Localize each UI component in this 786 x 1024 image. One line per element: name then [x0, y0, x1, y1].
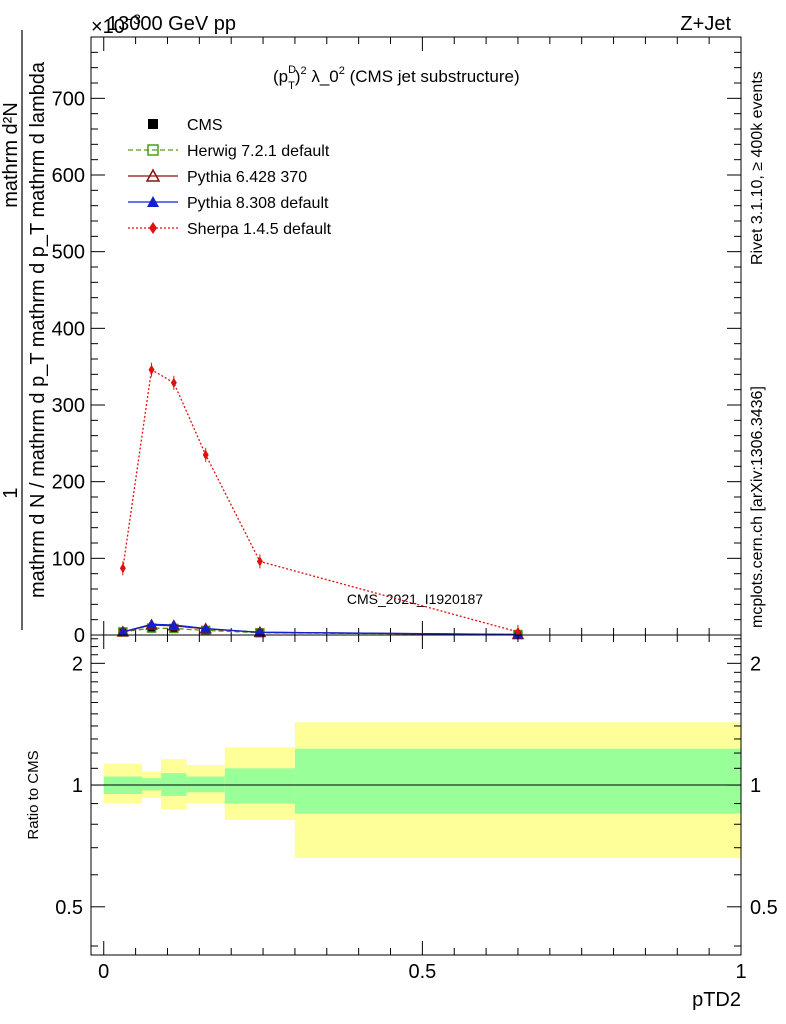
- data-point: [200, 623, 211, 633]
- data-point: [148, 119, 158, 129]
- ratio-xticks: 0 0.5 1: [98, 635, 747, 983]
- ratio-bands: [103, 722, 741, 859]
- legend-label: Pythia 6.428 370: [187, 169, 307, 186]
- exponent-label: ×10−3: [91, 11, 141, 38]
- data-point: [170, 377, 177, 388]
- data-point: [119, 563, 126, 574]
- ytick-label: 700: [52, 88, 85, 110]
- ratio-ylabel: Ratio to CMS: [25, 750, 42, 839]
- data-point: [149, 222, 157, 234]
- legend-item: Herwig 7.2.1 default: [128, 143, 330, 160]
- ratio-band-inner: [161, 773, 187, 796]
- ratio-band-inner: [294, 748, 741, 814]
- ytick-label: 0: [74, 625, 85, 647]
- data-point: [117, 626, 128, 636]
- legend-label: CMS: [187, 117, 223, 134]
- main-title: (pD T)2 λ_02 (CMS jet substructure): [273, 64, 520, 92]
- ytick-label: 200: [52, 472, 85, 494]
- ytick-label: 300: [52, 395, 85, 417]
- data-point: [145, 168, 161, 182]
- x-axis-label: pTD2: [692, 989, 741, 1011]
- title-sub-T: T: [288, 80, 295, 92]
- header-process: Z+Jet: [680, 13, 731, 35]
- ratio-ytick-label: 1: [72, 775, 83, 797]
- exponent-base: ×10: [91, 16, 125, 38]
- legend-item: Pythia 6.428 370: [128, 168, 307, 186]
- title-close: ): [295, 67, 301, 86]
- ytick-label: 600: [52, 165, 85, 187]
- ytick-label: 100: [52, 548, 85, 570]
- xtick-label: 1: [735, 961, 746, 983]
- analysis-watermark: CMS_2021_I1920187: [347, 591, 483, 607]
- legend-item: Sherpa 1.4.5 default: [128, 221, 332, 238]
- main-ylabel: 1 mathrm d²N mathrm d N / mathrm d p_T m…: [0, 30, 49, 630]
- ratio-band-inner: [224, 768, 295, 804]
- ratio-yticks: 0.5 0.5 1 1 2 2: [55, 638, 778, 947]
- ylabel-top: mathrm d²N: [0, 102, 22, 208]
- header-energy: 13000 GeV pp: [107, 13, 236, 35]
- title-sq1: 2: [300, 65, 306, 77]
- data-point: [147, 196, 159, 207]
- ratio-ytick-label-right: 0.5: [750, 897, 778, 919]
- series-pythia-8-308-default: [117, 619, 523, 639]
- ratio-band-inner: [141, 778, 162, 791]
- data-point: [256, 556, 263, 567]
- legend-label: Herwig 7.2.1 default: [187, 143, 330, 160]
- data-point: [202, 449, 209, 460]
- ratio-frame: [90, 634, 742, 956]
- mcplots-label: mcplots.cern.ch [arXiv:1306.3436]: [749, 386, 766, 628]
- legend-item: Pythia 8.308 default: [128, 195, 329, 212]
- data-point: [146, 619, 157, 629]
- ratio-ytick-label: 2: [72, 653, 83, 675]
- title-sup-D: D: [288, 64, 296, 76]
- legend-label: Pythia 8.308 default: [187, 195, 329, 212]
- data-point: [168, 620, 179, 630]
- data-point: [514, 626, 521, 637]
- legend-label: Sherpa 1.4.5 default: [187, 221, 332, 238]
- ytick-label: 400: [52, 318, 85, 340]
- title-sq2: 2: [339, 65, 345, 77]
- ratio-ytick-label-right: 1: [750, 775, 761, 797]
- rivet-label: Rivet 3.1.10, ≥ 400k events: [749, 71, 766, 265]
- data-point: [147, 144, 159, 156]
- series-line: [122, 623, 518, 636]
- ylabel-one: 1: [0, 487, 22, 498]
- ratio-band-inner: [186, 776, 225, 793]
- main-series: [116, 362, 525, 640]
- ylabel-bottom: mathrm d N / mathrm d p_T mathrm d p_T m…: [27, 61, 49, 598]
- title-rest: (CMS jet substructure): [345, 67, 520, 86]
- main-yticks: 0 100 200 300 400 500 600 700: [52, 36, 741, 647]
- series-pythia-6-428-370: [116, 618, 525, 640]
- data-point: [254, 627, 265, 637]
- xtick-label: 0: [98, 961, 109, 983]
- data-point: [148, 364, 155, 375]
- ratio-ytick-label-right: 2: [750, 653, 761, 675]
- legend: CMS Herwig 7.2.1 default Pythia 6.428 370 P…: [128, 117, 332, 238]
- ytick-label: 500: [52, 242, 85, 264]
- xtick-label: 0.5: [408, 961, 436, 983]
- title-p: (p: [273, 67, 288, 86]
- series-line: [122, 368, 519, 633]
- series-sherpa-1-4-5-default: [119, 362, 521, 639]
- ratio-ytick-label: 0.5: [55, 897, 83, 919]
- exponent-power: −3: [125, 11, 141, 27]
- title-mid: λ_0: [307, 67, 339, 86]
- legend-item: CMS: [148, 117, 223, 134]
